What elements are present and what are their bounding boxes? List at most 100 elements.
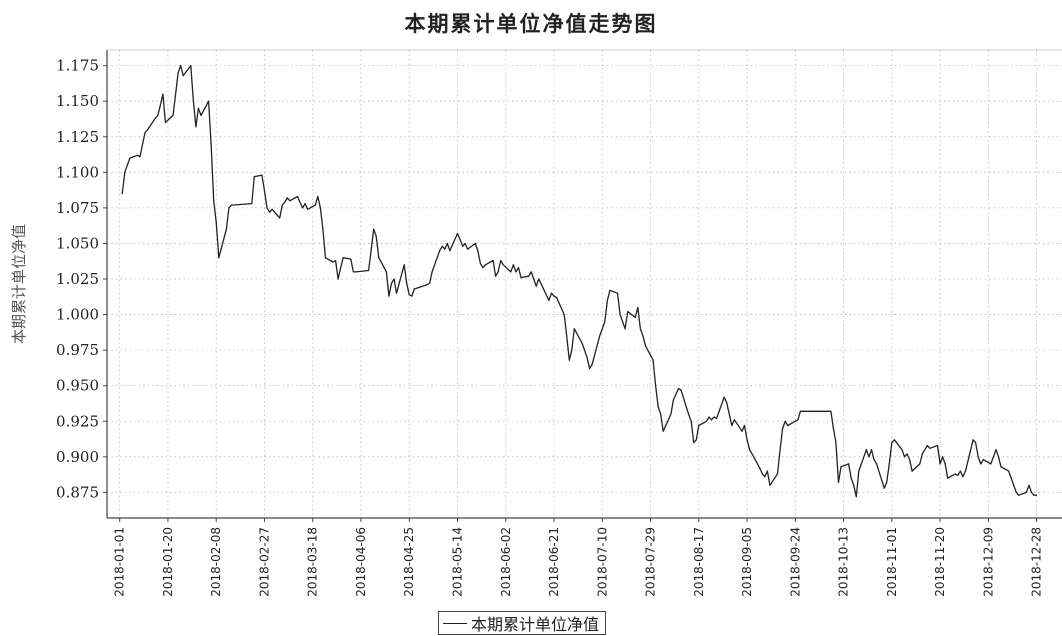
- data-point: [873, 459, 875, 461]
- data-point: [299, 201, 301, 203]
- data-point: [726, 402, 728, 404]
- y-tick-label: 1.025: [56, 270, 99, 288]
- data-point: [909, 459, 911, 461]
- data-point: [1030, 491, 1033, 493]
- x-tick-label: 2018-07-29: [644, 527, 658, 597]
- data-point: [515, 271, 517, 273]
- data-point: [281, 204, 283, 206]
- y-axis-label: 本期累计单位净值: [10, 224, 28, 344]
- data-point: [853, 484, 855, 486]
- data-point: [251, 203, 253, 205]
- data-point: [126, 164, 128, 166]
- data-point: [144, 131, 146, 134]
- data-point: [253, 176, 255, 178]
- data-point: [464, 242, 466, 245]
- data-point: [870, 449, 873, 451]
- x-tick-label: 2018-06-02: [499, 527, 513, 597]
- data-point: [139, 156, 141, 158]
- data-point: [530, 271, 532, 273]
- data-point: [911, 470, 913, 472]
- data-point: [459, 238, 461, 240]
- data-point: [403, 264, 405, 266]
- x-tick-label: 2018-09-24: [788, 527, 802, 597]
- data-point: [672, 399, 675, 401]
- data-point: [957, 474, 959, 476]
- data-point: [215, 221, 217, 223]
- data-point: [601, 328, 603, 330]
- y-tick-label: 1.150: [56, 92, 99, 110]
- legend: 本期累计单位净值: [438, 611, 607, 635]
- data-point: [802, 410, 804, 412]
- data-point: [266, 207, 268, 209]
- data-point: [512, 264, 515, 266]
- data-point: [901, 449, 903, 451]
- data-point: [906, 453, 908, 455]
- data-point: [352, 271, 354, 273]
- data-point: [944, 463, 946, 465]
- data-point: [1008, 470, 1010, 472]
- data-point: [157, 114, 159, 116]
- data-point: [690, 420, 692, 422]
- data-point: [581, 342, 583, 344]
- data-point: [609, 289, 611, 291]
- data-point: [586, 356, 588, 358]
- data-point: [136, 154, 139, 156]
- y-tick-label: 1.050: [56, 234, 99, 252]
- data-point: [624, 328, 626, 330]
- data-point: [926, 444, 929, 447]
- data-point: [550, 292, 553, 294]
- data-point: [492, 259, 494, 262]
- data-point: [1013, 484, 1015, 486]
- data-point: [929, 447, 931, 449]
- data-point: [997, 456, 1000, 458]
- data-point: [919, 463, 921, 465]
- data-point: [589, 368, 591, 370]
- data-point: [449, 250, 451, 252]
- data-point: [1018, 494, 1020, 496]
- data-point: [995, 449, 997, 451]
- data-point: [154, 117, 156, 119]
- data-point: [784, 420, 786, 422]
- legend-swatch: [443, 622, 467, 624]
- x-tick-label: 2018-05-14: [451, 527, 465, 597]
- data-point: [319, 207, 321, 209]
- y-tick-label: 0.950: [56, 377, 99, 395]
- data-point: [213, 200, 215, 202]
- data-point: [634, 316, 636, 318]
- y-tick-label: 1.100: [56, 163, 99, 181]
- data-point: [411, 295, 413, 297]
- data-point: [868, 456, 870, 458]
- x-tick-label: 2018-01-20: [161, 527, 175, 597]
- data-point: [954, 473, 956, 475]
- data-point: [1036, 494, 1038, 496]
- data-point: [304, 203, 306, 205]
- y-tick-label: 0.925: [56, 412, 99, 430]
- x-tick-label: 2018-02-27: [257, 527, 271, 597]
- data-point: [627, 311, 629, 313]
- data-point: [553, 295, 555, 297]
- data-point: [698, 424, 700, 427]
- data-point: [263, 190, 266, 192]
- data-point: [279, 217, 281, 219]
- x-tick-label: 2018-02-08: [209, 527, 223, 597]
- data-point: [190, 65, 192, 67]
- data-point: [340, 267, 342, 269]
- data-point: [924, 449, 926, 451]
- data-point: [335, 259, 337, 262]
- data-point: [804, 410, 807, 412]
- data-point: [642, 335, 644, 337]
- data-point: [393, 278, 395, 280]
- data-point: [484, 264, 486, 266]
- data-point: [556, 296, 558, 299]
- data-point: [444, 248, 446, 250]
- data-point: [693, 442, 695, 444]
- x-tick-labels: 2018-01-01 2018-01-20 2018-02-08 2018-02-27…: [113, 527, 1044, 597]
- data-point: [975, 442, 977, 444]
- data-point: [723, 396, 725, 398]
- data-point: [677, 388, 680, 390]
- data-point: [462, 245, 464, 247]
- data-point: [302, 207, 304, 209]
- data-point: [520, 277, 522, 279]
- data-point: [164, 121, 166, 124]
- data-point: [688, 413, 690, 415]
